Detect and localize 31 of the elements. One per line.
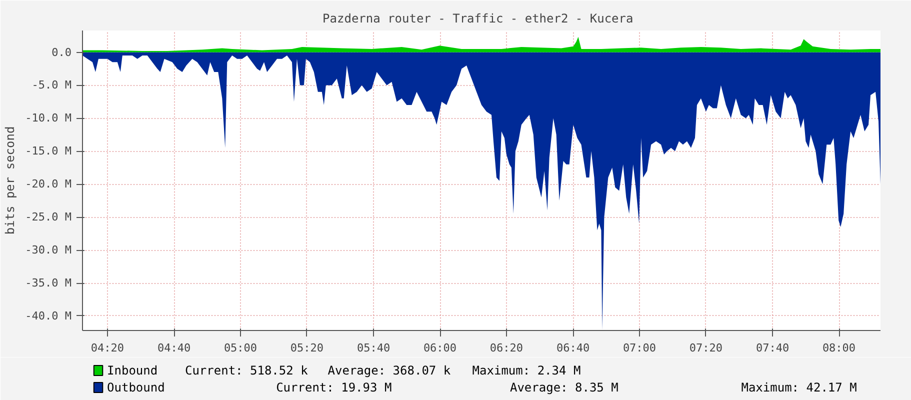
x-tick-label: 04:40 [158, 342, 191, 354]
y-tick-label: -35.0 M [25, 276, 72, 290]
x-tick-label: 06:20 [490, 342, 524, 354]
y-tick-label: -40.0 M [25, 309, 72, 322]
text: Current: 19.93 M [276, 380, 392, 394]
x-tick-label: 08:00 [822, 342, 856, 354]
x-tick-label: 05:00 [224, 342, 258, 354]
y-tick-label: -30.0 M [25, 244, 72, 257]
x-tick-label: 05:20 [290, 342, 324, 354]
x-tick-label: 07:00 [622, 342, 656, 354]
x-tick-label: 07:40 [756, 342, 790, 354]
x-tick-label: 06:00 [423, 342, 457, 354]
y-tick-label: -20.0 M [25, 178, 72, 191]
y-tick-label: -15.0 M [25, 144, 72, 158]
x-tick-label: 07:20 [689, 342, 723, 354]
text: Maximum: 2.34 M [472, 364, 581, 378]
x-tick-label: 05:40 [357, 342, 390, 354]
text: Current: 518.52 k [184, 364, 309, 378]
text: Average: 368.07 k [328, 364, 452, 378]
y-tick-label: -25.0 M [25, 210, 72, 224]
y-tick-label: -10.0 M [25, 112, 72, 125]
y-tick-label: -5.0 M [32, 78, 72, 92]
chart-title: Pazderna router - Traffic - ether2 - Kucera [322, 12, 634, 26]
y-tick-label: 0.0 [52, 46, 72, 59]
text: Maximum: 42.17 M [741, 380, 857, 394]
legend-label: Inbound [107, 364, 158, 378]
text: Average: 8.35 M [510, 380, 618, 394]
legend-label: Outbound [107, 380, 165, 394]
y-axis-title: bits per second [3, 126, 18, 235]
x-tick-label: 06:40 [556, 342, 590, 354]
x-tick-label: 04:20 [90, 342, 124, 354]
